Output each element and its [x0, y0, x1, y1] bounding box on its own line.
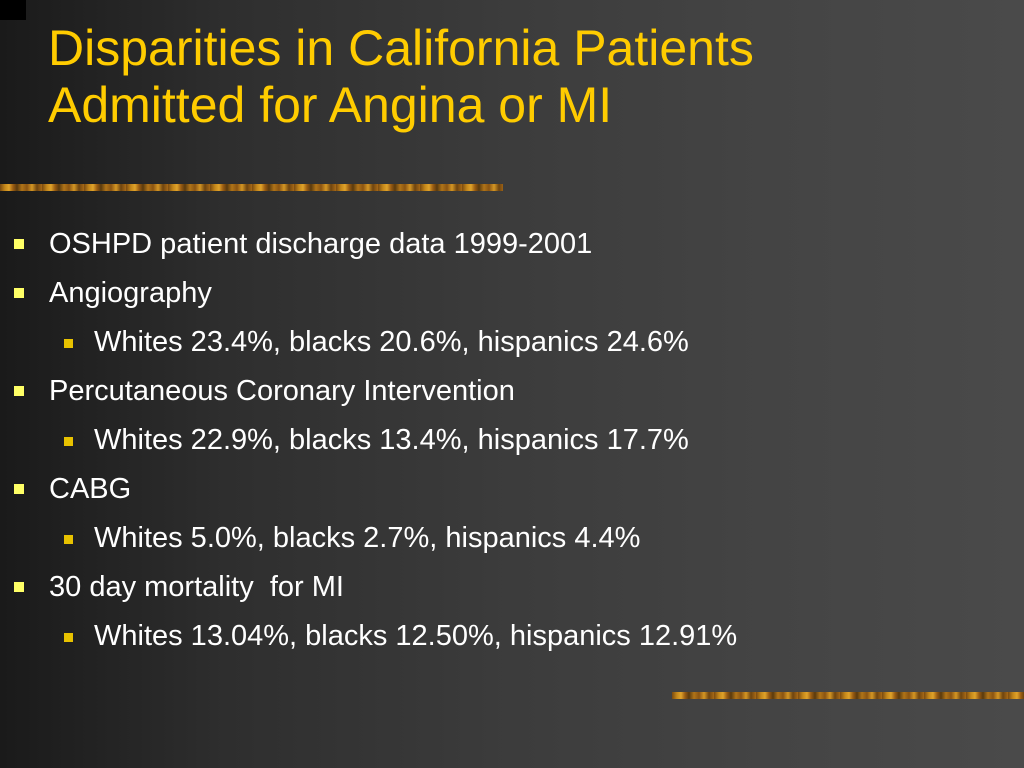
bullet-text: Angiography [49, 277, 212, 309]
sub-bullet-item: Whites 13.04%, blacks 12.50%, hispanics … [0, 614, 1024, 663]
bullet-item: Percutaneous Coronary Intervention [0, 369, 1024, 418]
bullet-item: CABG [0, 467, 1024, 516]
square-bullet-icon [64, 633, 73, 642]
bullet-text: CABG [49, 473, 132, 505]
title-line-2: Admitted for Angina or MI [48, 77, 613, 133]
sub-bullet-text: Whites 13.04%, blacks 12.50%, hispanics … [94, 620, 738, 652]
bullet-text: Percutaneous Coronary Intervention [49, 375, 515, 407]
bullet-list: OSHPD patient discharge data 1999-2001 A… [0, 222, 1024, 663]
bullet-item: OSHPD patient discharge data 1999-2001 [0, 222, 1024, 271]
corner-marker [0, 0, 26, 20]
sub-bullet-text: Whites 22.9%, blacks 13.4%, hispanics 17… [94, 424, 689, 456]
sub-bullet-item: Whites 5.0%, blacks 2.7%, hispanics 4.4% [0, 516, 1024, 565]
bullet-item: 30 day mortality for MI [0, 565, 1024, 614]
sub-bullet-item: Whites 23.4%, blacks 20.6%, hispanics 24… [0, 320, 1024, 369]
sub-bullet-text: Whites 23.4%, blacks 20.6%, hispanics 24… [94, 326, 689, 358]
square-bullet-icon [14, 386, 24, 396]
decorative-rule-top [0, 184, 503, 191]
square-bullet-icon [64, 535, 73, 544]
square-bullet-icon [64, 437, 73, 446]
slide-title: Disparities in California Patients Admit… [48, 20, 1008, 134]
bullet-text: OSHPD patient discharge data 1999-2001 [49, 228, 593, 260]
bullet-text: 30 day mortality for MI [49, 571, 344, 603]
sub-bullet-item: Whites 22.9%, blacks 13.4%, hispanics 17… [0, 418, 1024, 467]
square-bullet-icon [14, 288, 24, 298]
square-bullet-icon [14, 239, 24, 249]
decorative-rule-bottom [672, 692, 1024, 699]
square-bullet-icon [14, 582, 24, 592]
square-bullet-icon [14, 484, 24, 494]
sub-bullet-text: Whites 5.0%, blacks 2.7%, hispanics 4.4% [94, 522, 641, 554]
bullet-item: Angiography [0, 271, 1024, 320]
title-line-1: Disparities in California Patients [48, 20, 754, 76]
square-bullet-icon [64, 339, 73, 348]
